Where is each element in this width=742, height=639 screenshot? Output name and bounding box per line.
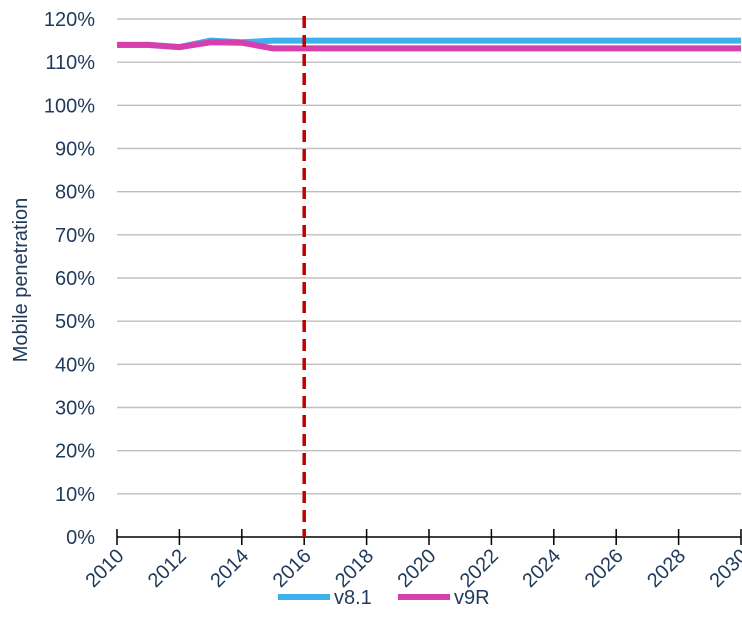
x-tick-label: 2010 (82, 545, 129, 592)
legend-label-v8.1: v8.1 (334, 587, 372, 609)
y-tick-label: 100% (44, 95, 95, 117)
legend-label-v9R: v9R (454, 587, 490, 609)
x-tick-label: 2022 (456, 545, 503, 592)
series-lines (117, 37, 741, 52)
legend: v8.1 v9R (278, 587, 490, 609)
y-tick-label: 10% (55, 484, 95, 506)
y-tick-label: 20% (55, 441, 95, 463)
y-tick-label: 110% (45, 52, 95, 74)
y-tick-label: 60% (55, 268, 95, 290)
x-tick-label: 2016 (269, 545, 316, 592)
y-tick-label: 80% (55, 182, 95, 204)
y-tick-label: 90% (55, 139, 95, 161)
x-axis: 2010 2012 2014 2016 2018 2020 2022 2024 2026 2028… (82, 529, 742, 592)
y-tick-label: 50% (55, 311, 95, 333)
y-tick-label: 30% (55, 398, 95, 420)
y-tick-label: 120% (44, 9, 95, 31)
x-tick-label: 2020 (394, 545, 441, 592)
gridlines (117, 18, 741, 495)
x-tick-label: 2024 (518, 545, 565, 592)
x-tick-label: 2026 (581, 545, 628, 592)
y-tick-label: 0% (66, 527, 95, 549)
x-tick-label: 2028 (643, 545, 690, 592)
x-tick-label: 2012 (144, 545, 191, 592)
x-tick-label: 2014 (206, 545, 253, 592)
series-line-v9R (117, 39, 741, 52)
y-tick-label: 40% (55, 354, 95, 376)
y-tick-label: 70% (55, 225, 95, 247)
y-axis-title: Mobile penetration (10, 198, 32, 363)
x-tick-label: 2030 (706, 545, 742, 592)
y-axis-tick-labels: 0% 10% 20% 30% 40% 50% 60% 70% 80% 90% 100% 110% 120… (44, 9, 95, 549)
x-tick-label: 2018 (331, 545, 378, 592)
